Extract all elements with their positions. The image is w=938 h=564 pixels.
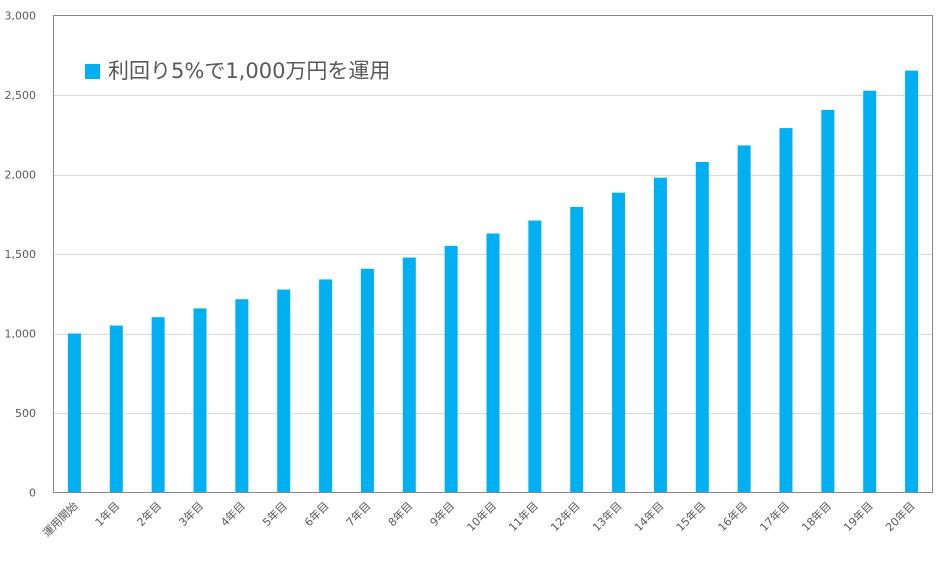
x-tick-label: 12年目 bbox=[547, 499, 582, 534]
bar bbox=[821, 109, 835, 493]
legend-label: 利回り5%で1,000万円を運用 bbox=[108, 59, 390, 83]
x-tick-label: 17年目 bbox=[757, 499, 792, 534]
x-tick-label: 9年目 bbox=[427, 499, 457, 529]
bar bbox=[444, 245, 458, 493]
legend: 利回り5%で1,000万円を運用 bbox=[85, 59, 390, 83]
y-tick-label: 1,000 bbox=[5, 328, 37, 341]
x-tick-label: 6年目 bbox=[301, 499, 331, 529]
y-tick-label: 2,500 bbox=[5, 89, 37, 102]
bars bbox=[67, 70, 919, 493]
bar bbox=[653, 177, 667, 493]
bar bbox=[235, 299, 249, 493]
x-tick-label: 13年目 bbox=[589, 499, 624, 534]
x-tick-label: 18年目 bbox=[799, 499, 834, 534]
x-tick-label: 1年目 bbox=[92, 499, 122, 529]
bar bbox=[319, 279, 333, 493]
y-tick-label: 0 bbox=[29, 487, 36, 500]
bar bbox=[570, 206, 584, 493]
bar bbox=[486, 233, 500, 493]
x-tick-label: 15年目 bbox=[673, 499, 708, 534]
x-tick-label: 19年目 bbox=[840, 499, 875, 534]
y-tick-label: 1,500 bbox=[5, 248, 37, 261]
bar bbox=[109, 325, 123, 493]
bar bbox=[612, 192, 626, 493]
bar bbox=[737, 145, 751, 493]
x-tick-label: 2年目 bbox=[134, 499, 164, 529]
bar bbox=[905, 70, 919, 493]
x-tick-label: 8年目 bbox=[385, 499, 415, 529]
x-tick-label: 16年目 bbox=[715, 499, 750, 534]
x-tick-label: 3年目 bbox=[176, 499, 206, 529]
bar bbox=[863, 90, 877, 493]
bar bbox=[779, 128, 793, 493]
bar bbox=[402, 257, 416, 493]
bar bbox=[528, 220, 542, 493]
x-tick-label: 4年目 bbox=[218, 499, 248, 529]
x-tick-label: 10年目 bbox=[464, 499, 499, 534]
bar bbox=[277, 289, 291, 493]
bar bbox=[151, 317, 165, 493]
bar bbox=[695, 161, 709, 493]
y-tick-label: 500 bbox=[15, 407, 36, 420]
bar bbox=[360, 268, 374, 493]
x-axis-ticks: 運用開始 1年目 2年目 3年目 4年目 5年目 6年目 7年目 8年目 9年目 10年目 11年目 1… bbox=[40, 499, 918, 540]
y-axis-ticks: 0 500 1,000 1,500 2,000 2,500 3,000 bbox=[5, 10, 37, 500]
x-tick-label: 5年目 bbox=[259, 499, 289, 529]
x-tick-label: 7年目 bbox=[343, 499, 373, 529]
y-tick-label: 3,000 bbox=[5, 10, 37, 23]
y-tick-label: 2,000 bbox=[5, 169, 37, 182]
x-tick-label: 11年目 bbox=[506, 499, 541, 534]
x-tick-label: 20年目 bbox=[882, 499, 917, 534]
legend-swatch bbox=[85, 64, 100, 79]
bar bbox=[67, 333, 81, 493]
bar bbox=[193, 308, 207, 493]
x-tick-label: 運用開始 bbox=[40, 499, 81, 540]
x-tick-label: 14年目 bbox=[631, 499, 666, 534]
plot-area-border bbox=[53, 15, 933, 493]
